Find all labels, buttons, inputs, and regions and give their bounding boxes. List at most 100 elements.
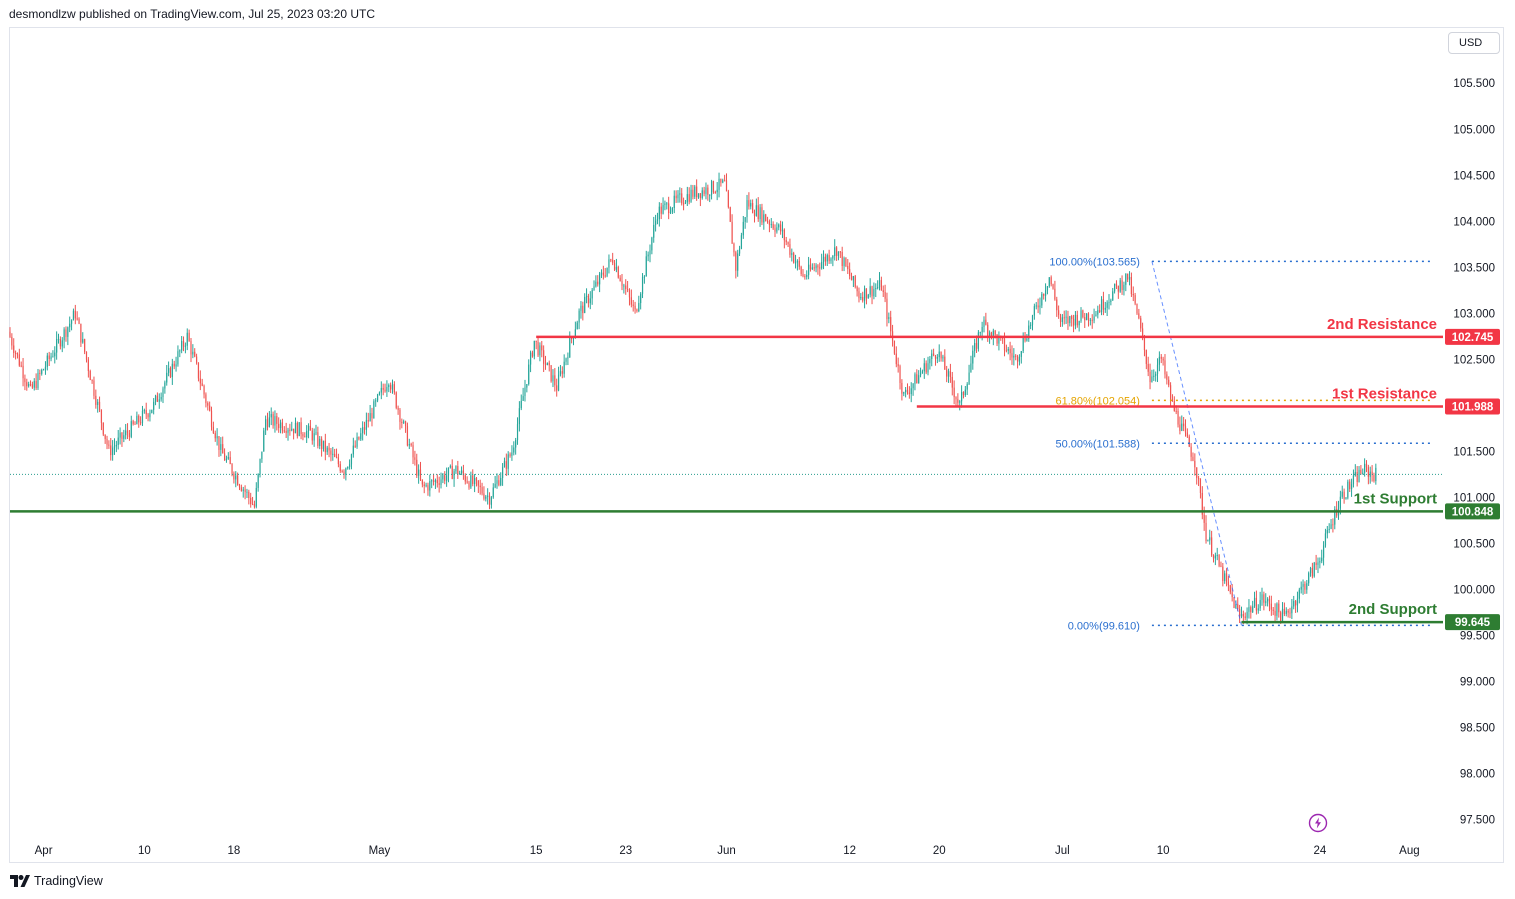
candle-body xyxy=(171,363,173,377)
candle-body xyxy=(957,399,959,403)
candle-body xyxy=(1011,353,1013,358)
candle-body xyxy=(438,483,440,485)
candle-body xyxy=(964,389,966,396)
candle-body xyxy=(345,468,347,475)
price-tag xyxy=(1445,328,1500,345)
footer-brand[interactable]: TradingView xyxy=(10,874,103,888)
candle-body xyxy=(720,178,722,183)
candle-body xyxy=(733,243,735,253)
candle-body xyxy=(988,332,991,337)
candle-body xyxy=(298,422,300,437)
candle-body xyxy=(612,259,614,263)
candle-body xyxy=(106,438,108,445)
footer-brand-label: TradingView xyxy=(34,874,103,888)
lightning-bolt-icon[interactable] xyxy=(1308,813,1328,833)
candle-body xyxy=(955,397,957,400)
candle-body xyxy=(1283,608,1285,614)
candle-body xyxy=(1233,597,1235,609)
candle-body xyxy=(770,224,772,226)
candle-body xyxy=(1130,276,1132,295)
candle-body xyxy=(1056,299,1058,311)
candle-body xyxy=(546,362,548,366)
candle-body xyxy=(382,388,384,390)
candle-body xyxy=(434,480,437,483)
candle-body xyxy=(121,432,123,439)
candle-body xyxy=(119,432,121,438)
candle-body xyxy=(1087,313,1090,321)
candle-body xyxy=(464,475,466,482)
candle-body xyxy=(544,363,547,366)
candle-body xyxy=(809,264,812,270)
candle-body xyxy=(128,433,131,437)
candle-body xyxy=(1149,371,1151,383)
candle-body xyxy=(1147,363,1149,372)
candle-body xyxy=(914,374,916,384)
candle-body xyxy=(1252,606,1254,613)
candle-body xyxy=(1196,467,1198,478)
currency-selector[interactable]: USD xyxy=(1448,32,1500,54)
candle-body xyxy=(1048,277,1050,287)
candle-body xyxy=(951,376,953,388)
candle-body xyxy=(1231,592,1233,598)
candle-body xyxy=(421,479,423,485)
candle-body xyxy=(1125,273,1127,285)
candle-body xyxy=(337,457,339,465)
candle-body xyxy=(373,401,375,419)
candle-body xyxy=(750,203,752,207)
candle-body xyxy=(671,208,673,212)
candle-body xyxy=(940,351,942,359)
candle-body xyxy=(1043,293,1045,296)
candle-body xyxy=(565,358,567,362)
candle-body xyxy=(432,480,435,483)
candle-body xyxy=(1084,317,1086,321)
candles-layer xyxy=(9,172,1377,625)
candle-body xyxy=(520,400,522,409)
candle-body xyxy=(643,276,646,278)
candle-body xyxy=(1089,319,1091,321)
y-tick-label: 103.500 xyxy=(1453,262,1495,274)
candle-body xyxy=(1246,611,1248,618)
x-tick-label: 24 xyxy=(1313,845,1326,857)
candle-body xyxy=(735,252,737,271)
candle-body xyxy=(755,205,757,216)
candle-body xyxy=(397,407,399,410)
candle-body xyxy=(371,413,373,419)
candle-body xyxy=(641,277,644,294)
candle-body xyxy=(278,423,280,429)
candle-body xyxy=(98,401,101,410)
candle-body xyxy=(1179,424,1181,431)
candle-body xyxy=(522,396,524,401)
candle-body xyxy=(97,401,99,405)
candle-body xyxy=(451,465,453,480)
candle-body xyxy=(791,253,793,255)
candle-body xyxy=(22,365,24,379)
candle-body xyxy=(714,192,716,194)
candle-body xyxy=(1164,360,1166,375)
candle-body xyxy=(778,224,780,228)
candle-body xyxy=(384,389,386,392)
candle-body xyxy=(1214,555,1216,559)
candle-body xyxy=(1067,316,1069,324)
candle-body xyxy=(343,471,345,475)
candle-body xyxy=(1255,597,1258,611)
candle-body xyxy=(76,318,78,320)
candle-body xyxy=(781,229,784,232)
candle-body xyxy=(798,260,800,267)
candle-body xyxy=(507,454,509,469)
candle-body xyxy=(632,304,634,306)
candle-body xyxy=(962,392,965,396)
y-tick-label: 98.500 xyxy=(1460,723,1495,735)
candle-body xyxy=(942,356,944,359)
candle-body xyxy=(1291,606,1293,614)
candle-body xyxy=(737,253,739,271)
candle-body xyxy=(503,461,506,468)
candle-body xyxy=(1175,410,1177,412)
candle-body xyxy=(1190,446,1192,457)
candle-body xyxy=(688,194,690,202)
candle-body xyxy=(455,466,457,472)
candle-body xyxy=(1309,567,1312,574)
candle-body xyxy=(1037,305,1039,308)
level-name-label: 1st Resistance xyxy=(1332,385,1437,402)
chart-frame[interactable] xyxy=(9,27,1504,863)
